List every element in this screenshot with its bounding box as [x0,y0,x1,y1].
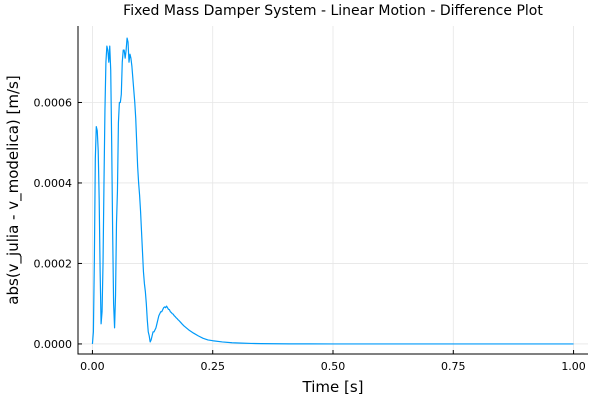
x-tick-label: 1.00 [561,360,586,373]
axes-frame [77,26,588,355]
chart-title: Fixed Mass Damper System - Linear Motion… [123,3,543,19]
y-axis-label: abs(v_julia - v_modelica) [m/s] [4,75,23,304]
series-line [91,37,574,345]
y-tick-label: 0.0000 [34,338,73,351]
x-tick-label: 0.75 [441,360,466,373]
x-tick-label: 0.50 [321,360,346,373]
y-tick-label: 0.0002 [34,257,73,270]
x-tick-label: 0.25 [200,360,225,373]
y-tick-label: 0.0006 [34,96,73,109]
x-axis-label: Time [s] [302,378,364,396]
x-axis-ticks: 0.00 0.25 0.50 0.75 1.00 [80,350,586,373]
x-tick-label: 0.00 [80,360,105,373]
grid [78,26,588,354]
y-axis-ticks: 0.0000 0.0002 0.0004 0.0006 [34,96,82,351]
y-tick-label: 0.0004 [34,177,73,190]
